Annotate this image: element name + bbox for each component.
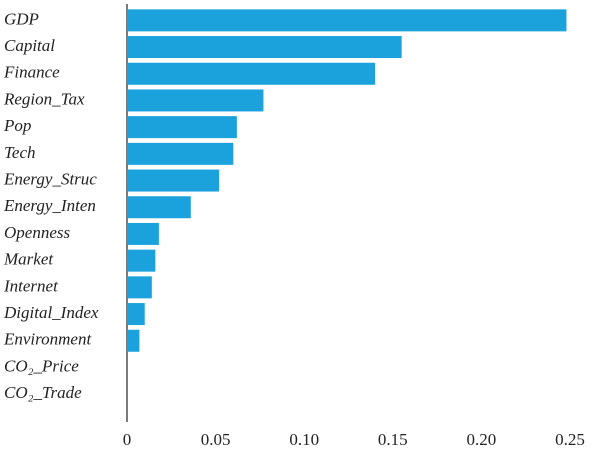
bar — [127, 222, 159, 245]
y-tick-label: CO₂_Trade — [4, 383, 82, 402]
y-tick-label: Energy_Inten — [3, 196, 96, 215]
x-tick-label: 0.20 — [467, 430, 497, 449]
bar — [127, 249, 156, 272]
x-tick-label: 0.25 — [555, 430, 585, 449]
y-tick-label: Openness — [4, 223, 70, 242]
bar — [127, 9, 567, 32]
x-tick-label: 0.15 — [378, 430, 408, 449]
x-tick-label: 0 — [123, 430, 132, 449]
y-tick-label: Environment — [3, 330, 92, 349]
y-tick-label: Energy_Struc — [3, 169, 97, 188]
y-tick-label: GDP — [4, 9, 39, 28]
y-tick-label: Tech — [4, 143, 36, 162]
bar — [127, 303, 145, 326]
y-tick-label: Digital_Index — [3, 303, 99, 322]
bar — [127, 329, 140, 352]
bar — [127, 169, 220, 192]
y-tick-label: Pop — [3, 116, 31, 135]
bar — [127, 36, 402, 59]
y-tick-label: CO₂_Price — [4, 356, 79, 375]
bar — [127, 196, 191, 219]
bar — [127, 62, 376, 85]
y-tick-label: Internet — [3, 276, 59, 295]
bar — [127, 142, 234, 165]
bar — [127, 116, 237, 139]
bar — [127, 276, 152, 299]
bar — [127, 89, 264, 112]
y-tick-label: Region_Tax — [3, 89, 85, 108]
x-tick-label: 0.10 — [289, 430, 319, 449]
y-tick-label: Finance — [3, 63, 60, 82]
y-tick-label: Capital — [4, 36, 55, 55]
y-tick-label: Market — [3, 250, 54, 269]
x-tick-label: 0.05 — [201, 430, 231, 449]
